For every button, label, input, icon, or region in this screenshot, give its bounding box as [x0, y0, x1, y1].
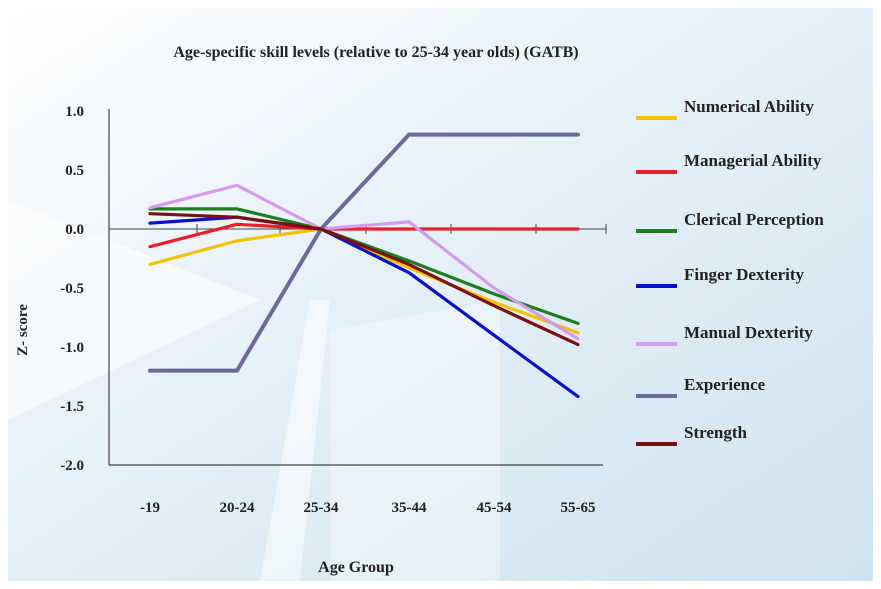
y-tick-label: -1.5	[60, 399, 84, 415]
series-line	[148, 227, 580, 335]
x-tick-label: 20-24	[220, 500, 255, 516]
legend-label: Experience	[684, 375, 766, 394]
y-tick-label: 1.0	[65, 104, 84, 120]
legend-label: Clerical Perception	[684, 210, 824, 229]
legend-label: Finger Dexterity	[684, 265, 805, 284]
series-line	[148, 222, 580, 249]
x-tick-label: 25-34	[304, 500, 339, 516]
data-series	[148, 132, 580, 399]
chart-title: Age-specific skill levels (relative to 2…	[173, 44, 578, 61]
legend-label: Manual Dexterity	[684, 323, 813, 342]
series-line	[148, 212, 580, 347]
x-axis-label: Age Group	[318, 559, 394, 576]
y-tick-label: 0.5	[65, 163, 84, 179]
x-tick-label: 35-44	[392, 500, 427, 516]
legend-label: Strength	[684, 423, 748, 442]
series-line	[148, 132, 580, 373]
series-line	[148, 183, 580, 341]
y-tick-label: -2.0	[60, 458, 84, 474]
legend-label: Managerial Ability	[684, 151, 822, 170]
legend: Numerical Ability Managerial Ability Cleri…	[636, 97, 824, 446]
x-tick-label: -19	[140, 500, 160, 516]
x-tick-label: 45-54	[477, 500, 512, 516]
y-tick-label: -1.0	[60, 340, 84, 356]
y-tick-labels: 1.0 0.5 0.0 -0.5 -1.0 -1.5 -2.0	[60, 104, 84, 474]
y-tick-label: 0.0	[65, 222, 84, 238]
legend-label: Numerical Ability	[684, 97, 814, 116]
x-tick-label: 55-65	[561, 500, 596, 516]
x-tick-labels: -19 20-24 25-34 35-44 45-54 55-65	[140, 224, 607, 516]
y-tick-label: -0.5	[60, 281, 84, 297]
y-axis-label: Z- score	[15, 304, 31, 356]
axes	[108, 109, 606, 466]
series-line	[148, 207, 580, 325]
